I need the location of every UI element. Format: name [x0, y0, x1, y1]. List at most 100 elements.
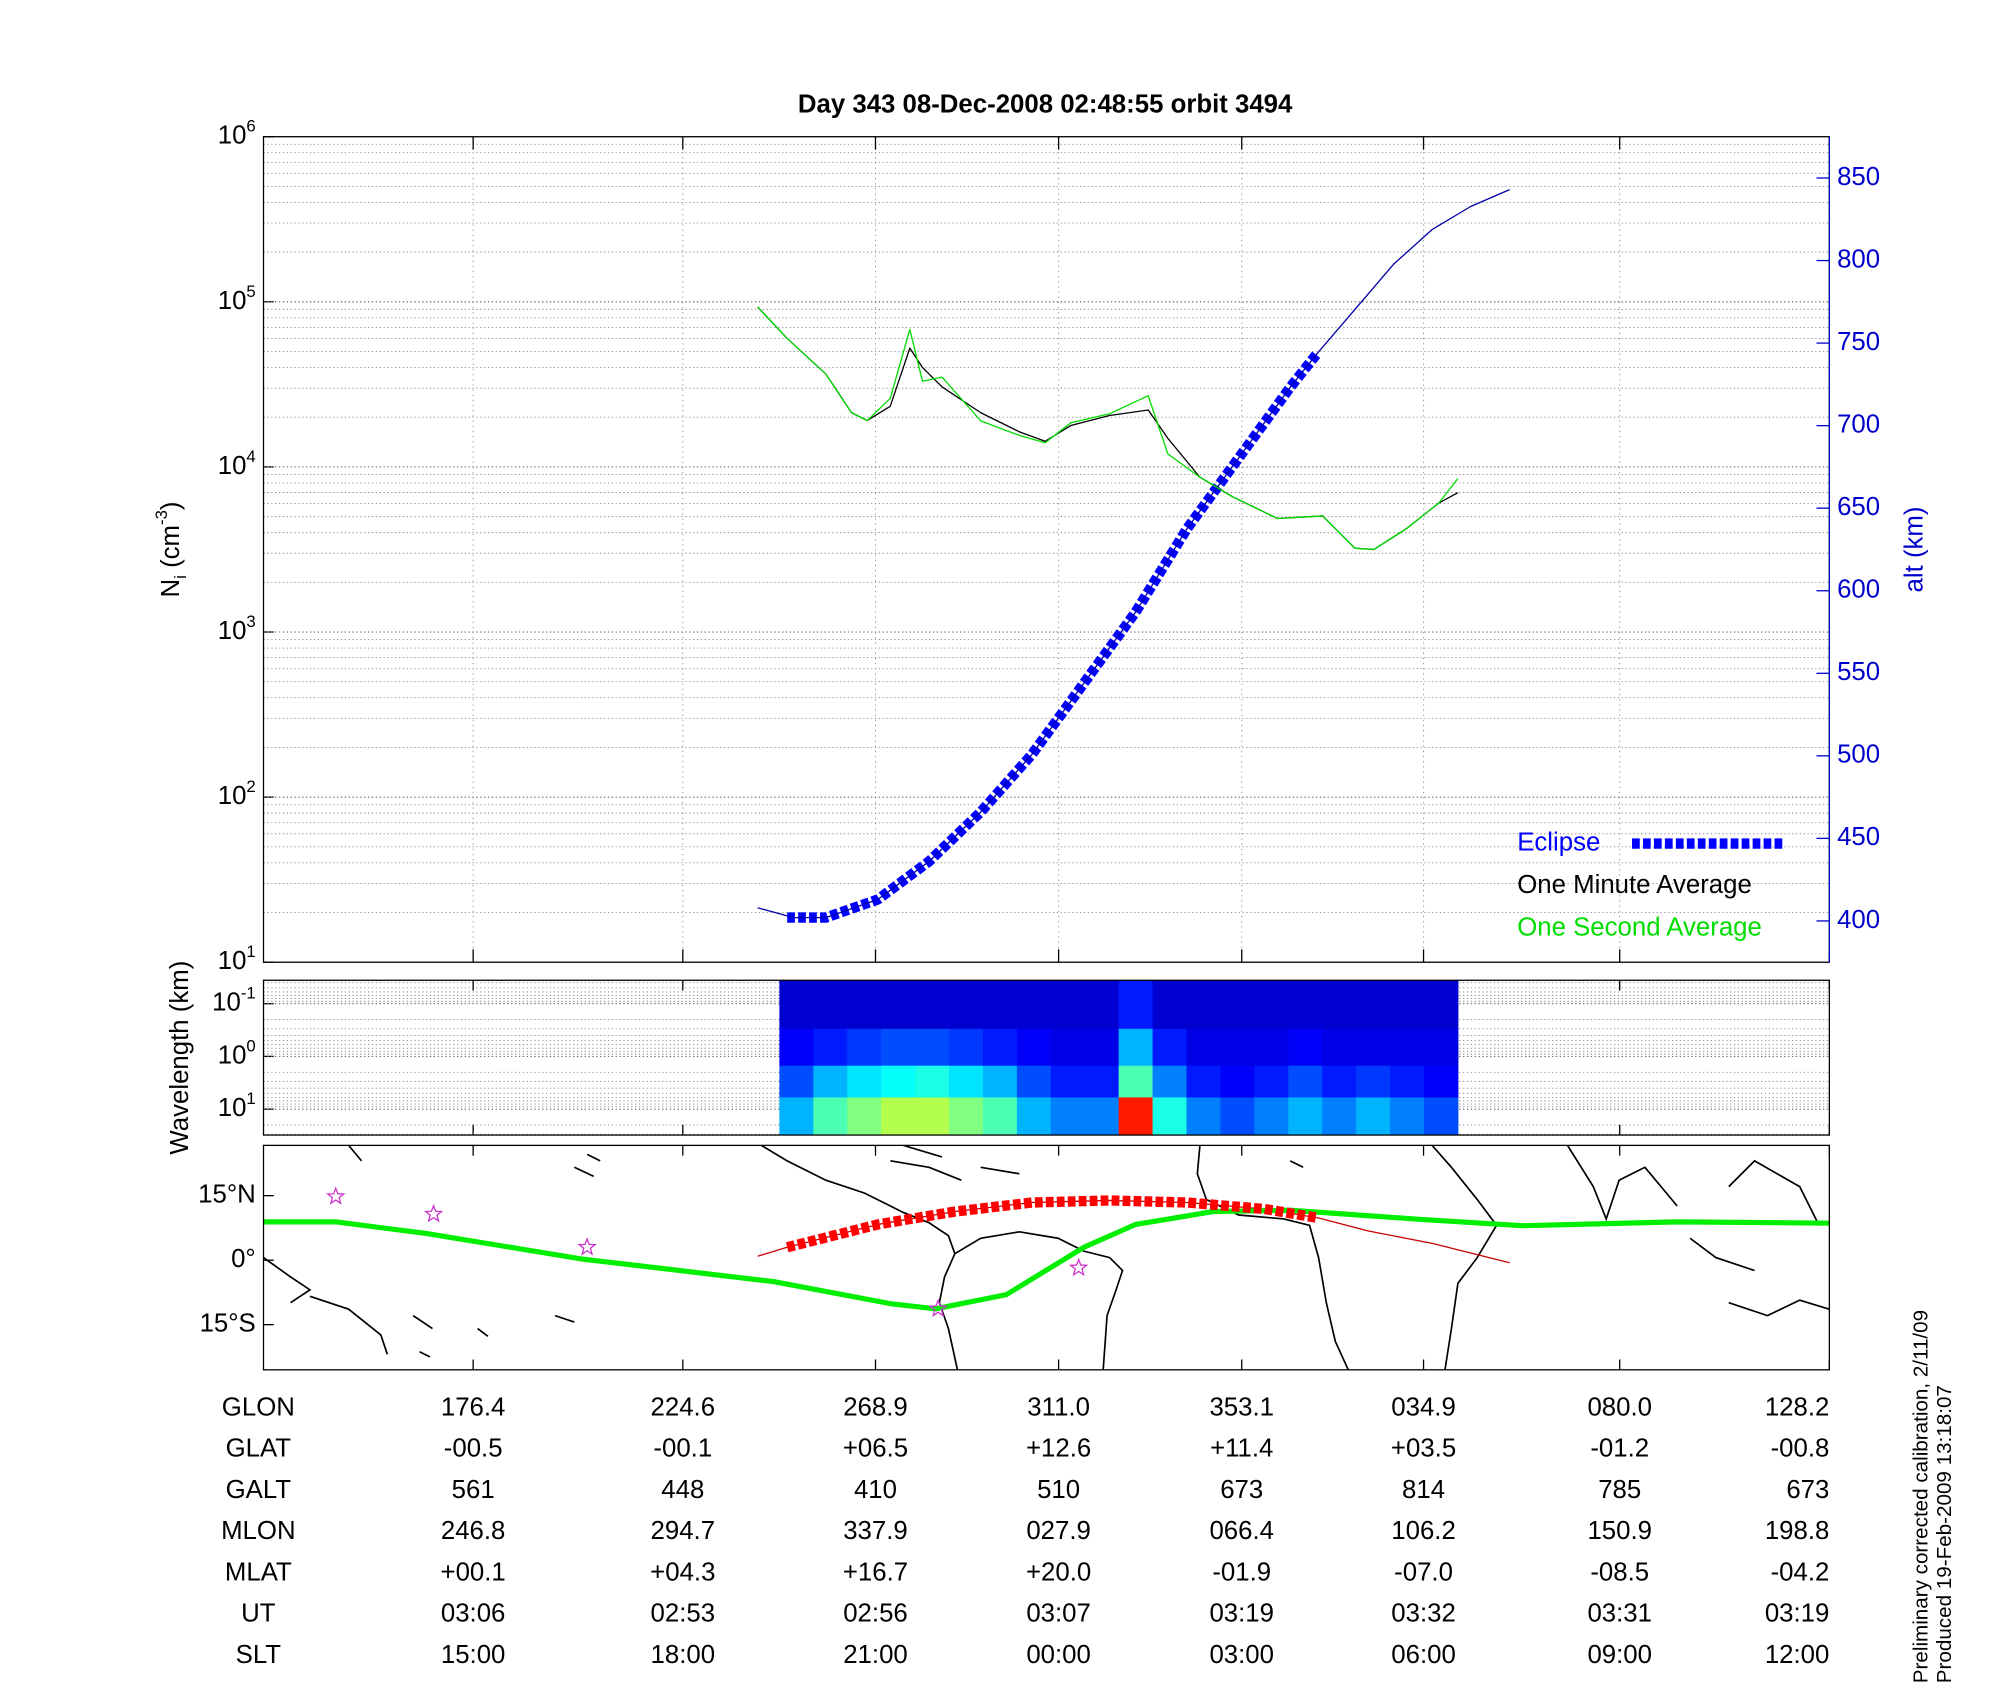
y-tick-label: 100	[218, 1036, 256, 1069]
table-cell: 294.7	[651, 1517, 716, 1545]
spectrogram-cell	[1288, 1097, 1323, 1136]
spectrogram-cell	[779, 1028, 814, 1067]
y-axis-label: Wavelength (km)	[166, 961, 194, 1155]
table-row-label: UT	[241, 1600, 276, 1628]
y-tick-label: 0°	[231, 1245, 256, 1273]
y-axis-label: Ni (cm-3)	[152, 501, 190, 597]
table-cell: 03:31	[1587, 1600, 1652, 1628]
spectrogram-cell	[949, 1028, 984, 1067]
spectrogram-cell	[847, 1028, 882, 1067]
spectrogram-cell	[779, 1097, 814, 1136]
y-tick-label: 10-1	[212, 984, 256, 1017]
table-cell: 06:00	[1391, 1641, 1456, 1669]
y2-tick-label: 750	[1837, 328, 1880, 356]
table-cell: 150.9	[1587, 1517, 1652, 1545]
spectrogram-cell	[779, 1065, 814, 1098]
spectrogram-cell	[1186, 980, 1221, 1030]
spectrogram-cell	[847, 1097, 882, 1136]
spectrogram-cell	[847, 1065, 882, 1098]
table-cell: +16.7	[843, 1558, 908, 1586]
spectrogram-cell	[1084, 1097, 1120, 1136]
spectrogram-cell	[1254, 980, 1289, 1030]
y2-axis-label: alt (km)	[1901, 507, 1929, 593]
spectrogram-cell	[1356, 980, 1391, 1030]
spectrogram-cell	[1186, 1028, 1221, 1067]
y-tick-label: 106	[218, 117, 256, 150]
y2-tick-label: 550	[1837, 658, 1880, 686]
table-cell: 106.2	[1391, 1517, 1456, 1545]
plot-area	[263, 1186, 1830, 1317]
axes-box	[262, 1144, 1831, 1371]
spectrogram-cell	[881, 1097, 916, 1136]
spectrogram-cell	[1423, 1028, 1459, 1067]
spectrogram-cell	[1050, 980, 1086, 1030]
table-cell: 510	[1037, 1476, 1080, 1504]
table-cell: 814	[1402, 1476, 1445, 1504]
spectrogram-cell	[1186, 1065, 1221, 1098]
table-cell: +00.1	[441, 1558, 506, 1586]
spectrogram-cell	[1423, 1097, 1459, 1136]
spectrogram-cell	[949, 980, 984, 1030]
legend-label: Eclipse	[1517, 828, 1600, 856]
table-cell: -00.1	[653, 1435, 712, 1463]
table-cell: 21:00	[843, 1641, 908, 1669]
y2-tick-label: 850	[1837, 163, 1880, 191]
table-cell: 034.9	[1391, 1393, 1456, 1421]
table-row-label: MLAT	[225, 1558, 292, 1586]
table-cell: 03:07	[1026, 1600, 1091, 1628]
coastlines	[263, 1145, 1830, 1370]
spectrogram-cell	[1390, 1065, 1425, 1098]
table-cell: +12.6	[1026, 1435, 1091, 1463]
table-row-label: SLT	[236, 1641, 282, 1669]
y-tick-label: 15°N	[198, 1180, 256, 1208]
axes-box	[262, 979, 1831, 1136]
spectrogram-cell	[1050, 1065, 1086, 1098]
spectrogram-cell	[1220, 980, 1255, 1030]
spectrogram-cell	[1152, 1028, 1187, 1067]
spectrogram-cell	[1288, 1028, 1323, 1067]
y2-tick-label: 800	[1837, 245, 1880, 273]
footnote: Preliminary corrected calibration, 2/11/…	[1910, 1310, 1933, 1683]
table-cell: 066.4	[1209, 1517, 1274, 1545]
spectrogram-cell	[1016, 980, 1052, 1030]
table-cell: +11.4	[1210, 1435, 1273, 1463]
table-cell: 785	[1598, 1476, 1641, 1504]
y2-tick-label: 600	[1837, 576, 1880, 604]
spectrogram-cell	[1084, 1028, 1120, 1067]
table-cell: 561	[452, 1476, 495, 1504]
spectrogram-cell	[1254, 1097, 1289, 1136]
star-marker	[928, 1298, 948, 1317]
spectrogram-cell	[1016, 1028, 1052, 1067]
table-cell: 027.9	[1026, 1517, 1091, 1545]
table-cell: 09:00	[1587, 1641, 1652, 1669]
chart-title: Day 343 08-Dec-2008 02:48:55 orbit 3494	[798, 91, 1293, 119]
table-cell: 03:00	[1209, 1641, 1274, 1669]
spectrogram-cell	[1050, 1097, 1086, 1136]
spectrogram-cell	[982, 1097, 1018, 1136]
star-marker	[577, 1237, 597, 1256]
spectrogram-cell	[1254, 1065, 1289, 1098]
table-cell: 12:00	[1765, 1641, 1830, 1669]
spectrogram-cell	[1356, 1028, 1391, 1067]
spectrogram-cell	[1152, 980, 1187, 1030]
y2-tick-label: 450	[1837, 823, 1880, 851]
table-cell: 18:00	[651, 1641, 716, 1669]
table-cell: +06.5	[843, 1435, 908, 1463]
spectrogram-cell	[1288, 1065, 1323, 1098]
coastline	[760, 1145, 956, 1254]
table-cell: 03:19	[1765, 1600, 1830, 1628]
star-marker	[1068, 1257, 1089, 1277]
spectrogram-cell	[813, 1097, 848, 1136]
spectrogram-cell	[1118, 1028, 1154, 1067]
footnote: Produced 19-Feb-2009 13:18:07	[1933, 1385, 1956, 1683]
coastline	[1431, 1145, 1498, 1370]
y-tick-label: 104	[218, 447, 256, 480]
spectrogram-cell	[1322, 1097, 1357, 1136]
spectrogram-cell	[1016, 1065, 1052, 1098]
y-tick-label: 102	[218, 777, 256, 810]
spectrogram-cell	[982, 980, 1018, 1030]
spectrogram-cell	[1220, 1097, 1255, 1136]
spectrogram-cell	[881, 1028, 916, 1067]
